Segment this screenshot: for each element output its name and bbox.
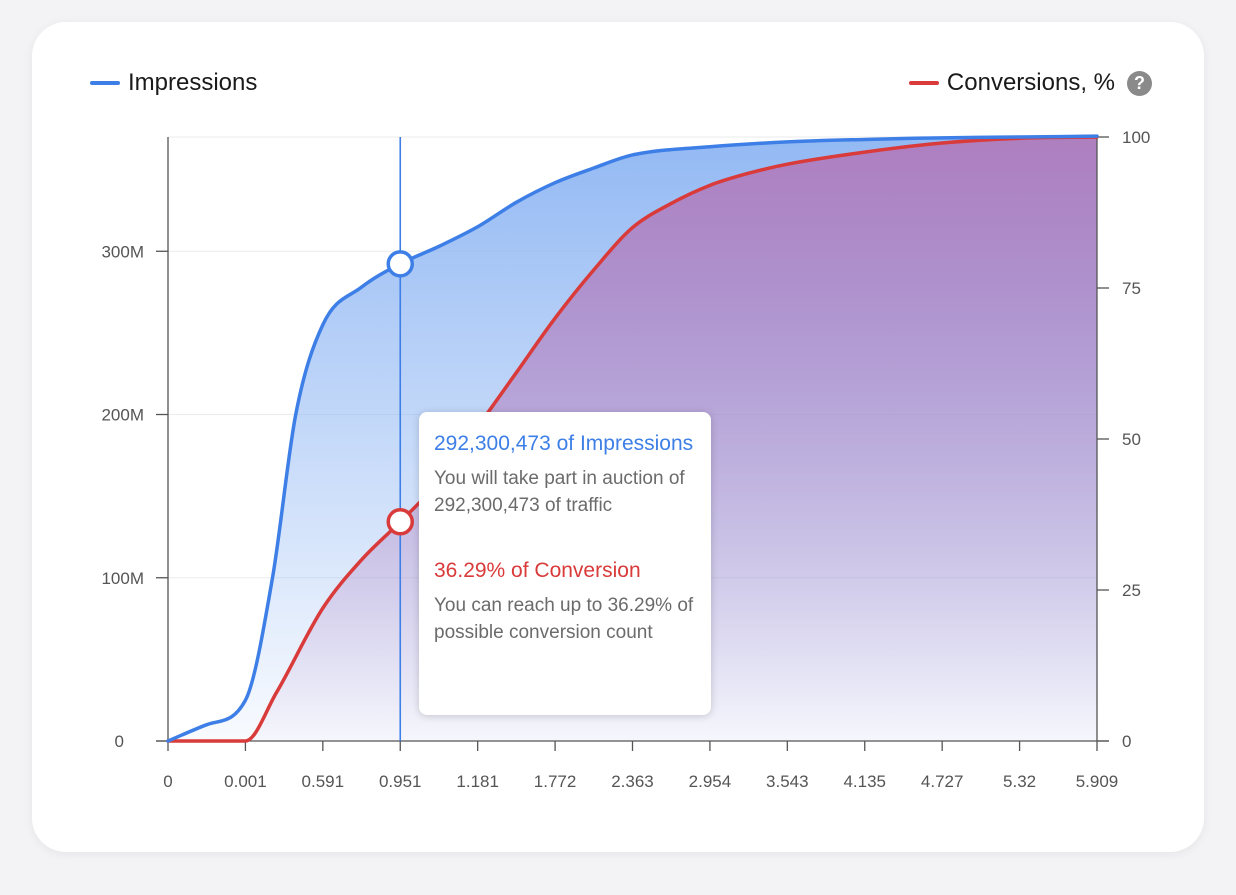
y-right-tick-label: 75 xyxy=(1122,279,1141,298)
x-tick-label: 4.135 xyxy=(843,772,886,791)
y-left-tick-label: 100M xyxy=(101,569,144,588)
x-tick-label: 0.001 xyxy=(224,772,267,791)
x-tick-label: 0 xyxy=(163,772,172,791)
chart-tooltip: 292,300,473 of Impressions You will take… xyxy=(419,412,711,715)
y-left-tick-label: 200M xyxy=(101,406,144,425)
y-left-tick-label: 300M xyxy=(101,242,144,261)
x-tick-label: 1.181 xyxy=(456,772,499,791)
y-right-tick-label: 0 xyxy=(1122,732,1131,751)
tick-labels: 0 0.001 0.591 0.951 1.181 1.772 2.363 2.954 3.54… xyxy=(101,128,1150,791)
legend-impressions: Impressions xyxy=(90,66,257,100)
impressions-marker[interactable] xyxy=(386,250,414,278)
help-icon[interactable]: ? xyxy=(1127,70,1152,96)
conversions-line xyxy=(166,135,1099,743)
x-tick-label: 2.954 xyxy=(689,772,732,791)
y-right-tick-label: 100 xyxy=(1122,128,1150,147)
x-tick-label: 5.909 xyxy=(1076,772,1119,791)
x-tick-label: 0.951 xyxy=(379,772,422,791)
legend-conversions: Conversions, % ? xyxy=(908,66,1152,100)
y-right-tick-label: 50 xyxy=(1122,430,1141,449)
x-tick-label: 2.363 xyxy=(611,772,654,791)
tooltip-impressions-title: 292,300,473 of Impressions xyxy=(434,432,694,455)
x-tick-label: 5.32 xyxy=(1003,772,1036,791)
x-tick-label: 0.591 xyxy=(302,772,345,791)
series-lines xyxy=(166,134,1099,743)
y-left-tick-label: 0 xyxy=(115,732,124,751)
y-right-tick-label: 25 xyxy=(1122,581,1141,600)
x-tick-label: 3.543 xyxy=(766,772,809,791)
conversions-legend-swatch xyxy=(908,81,939,85)
x-tick-label: 1.772 xyxy=(534,772,577,791)
impressions-legend-label: Impressions xyxy=(128,69,258,96)
conversions-legend-label: Conversions, % xyxy=(946,69,1115,96)
impressions-line xyxy=(166,134,1099,743)
x-tick-label: 4.727 xyxy=(921,772,964,791)
tooltip-conversion-text: You can reach up to 36.29% of possible c… xyxy=(434,595,694,643)
axes xyxy=(156,136,1109,751)
impressions-legend-swatch xyxy=(90,81,120,85)
selection-markers[interactable] xyxy=(386,250,414,536)
tooltip-impressions-text: You will take part in auction of 292,300… xyxy=(434,468,685,516)
tooltip-conversion-title: 36.29% of Conversion xyxy=(434,559,641,582)
conversions-marker[interactable] xyxy=(386,508,414,536)
